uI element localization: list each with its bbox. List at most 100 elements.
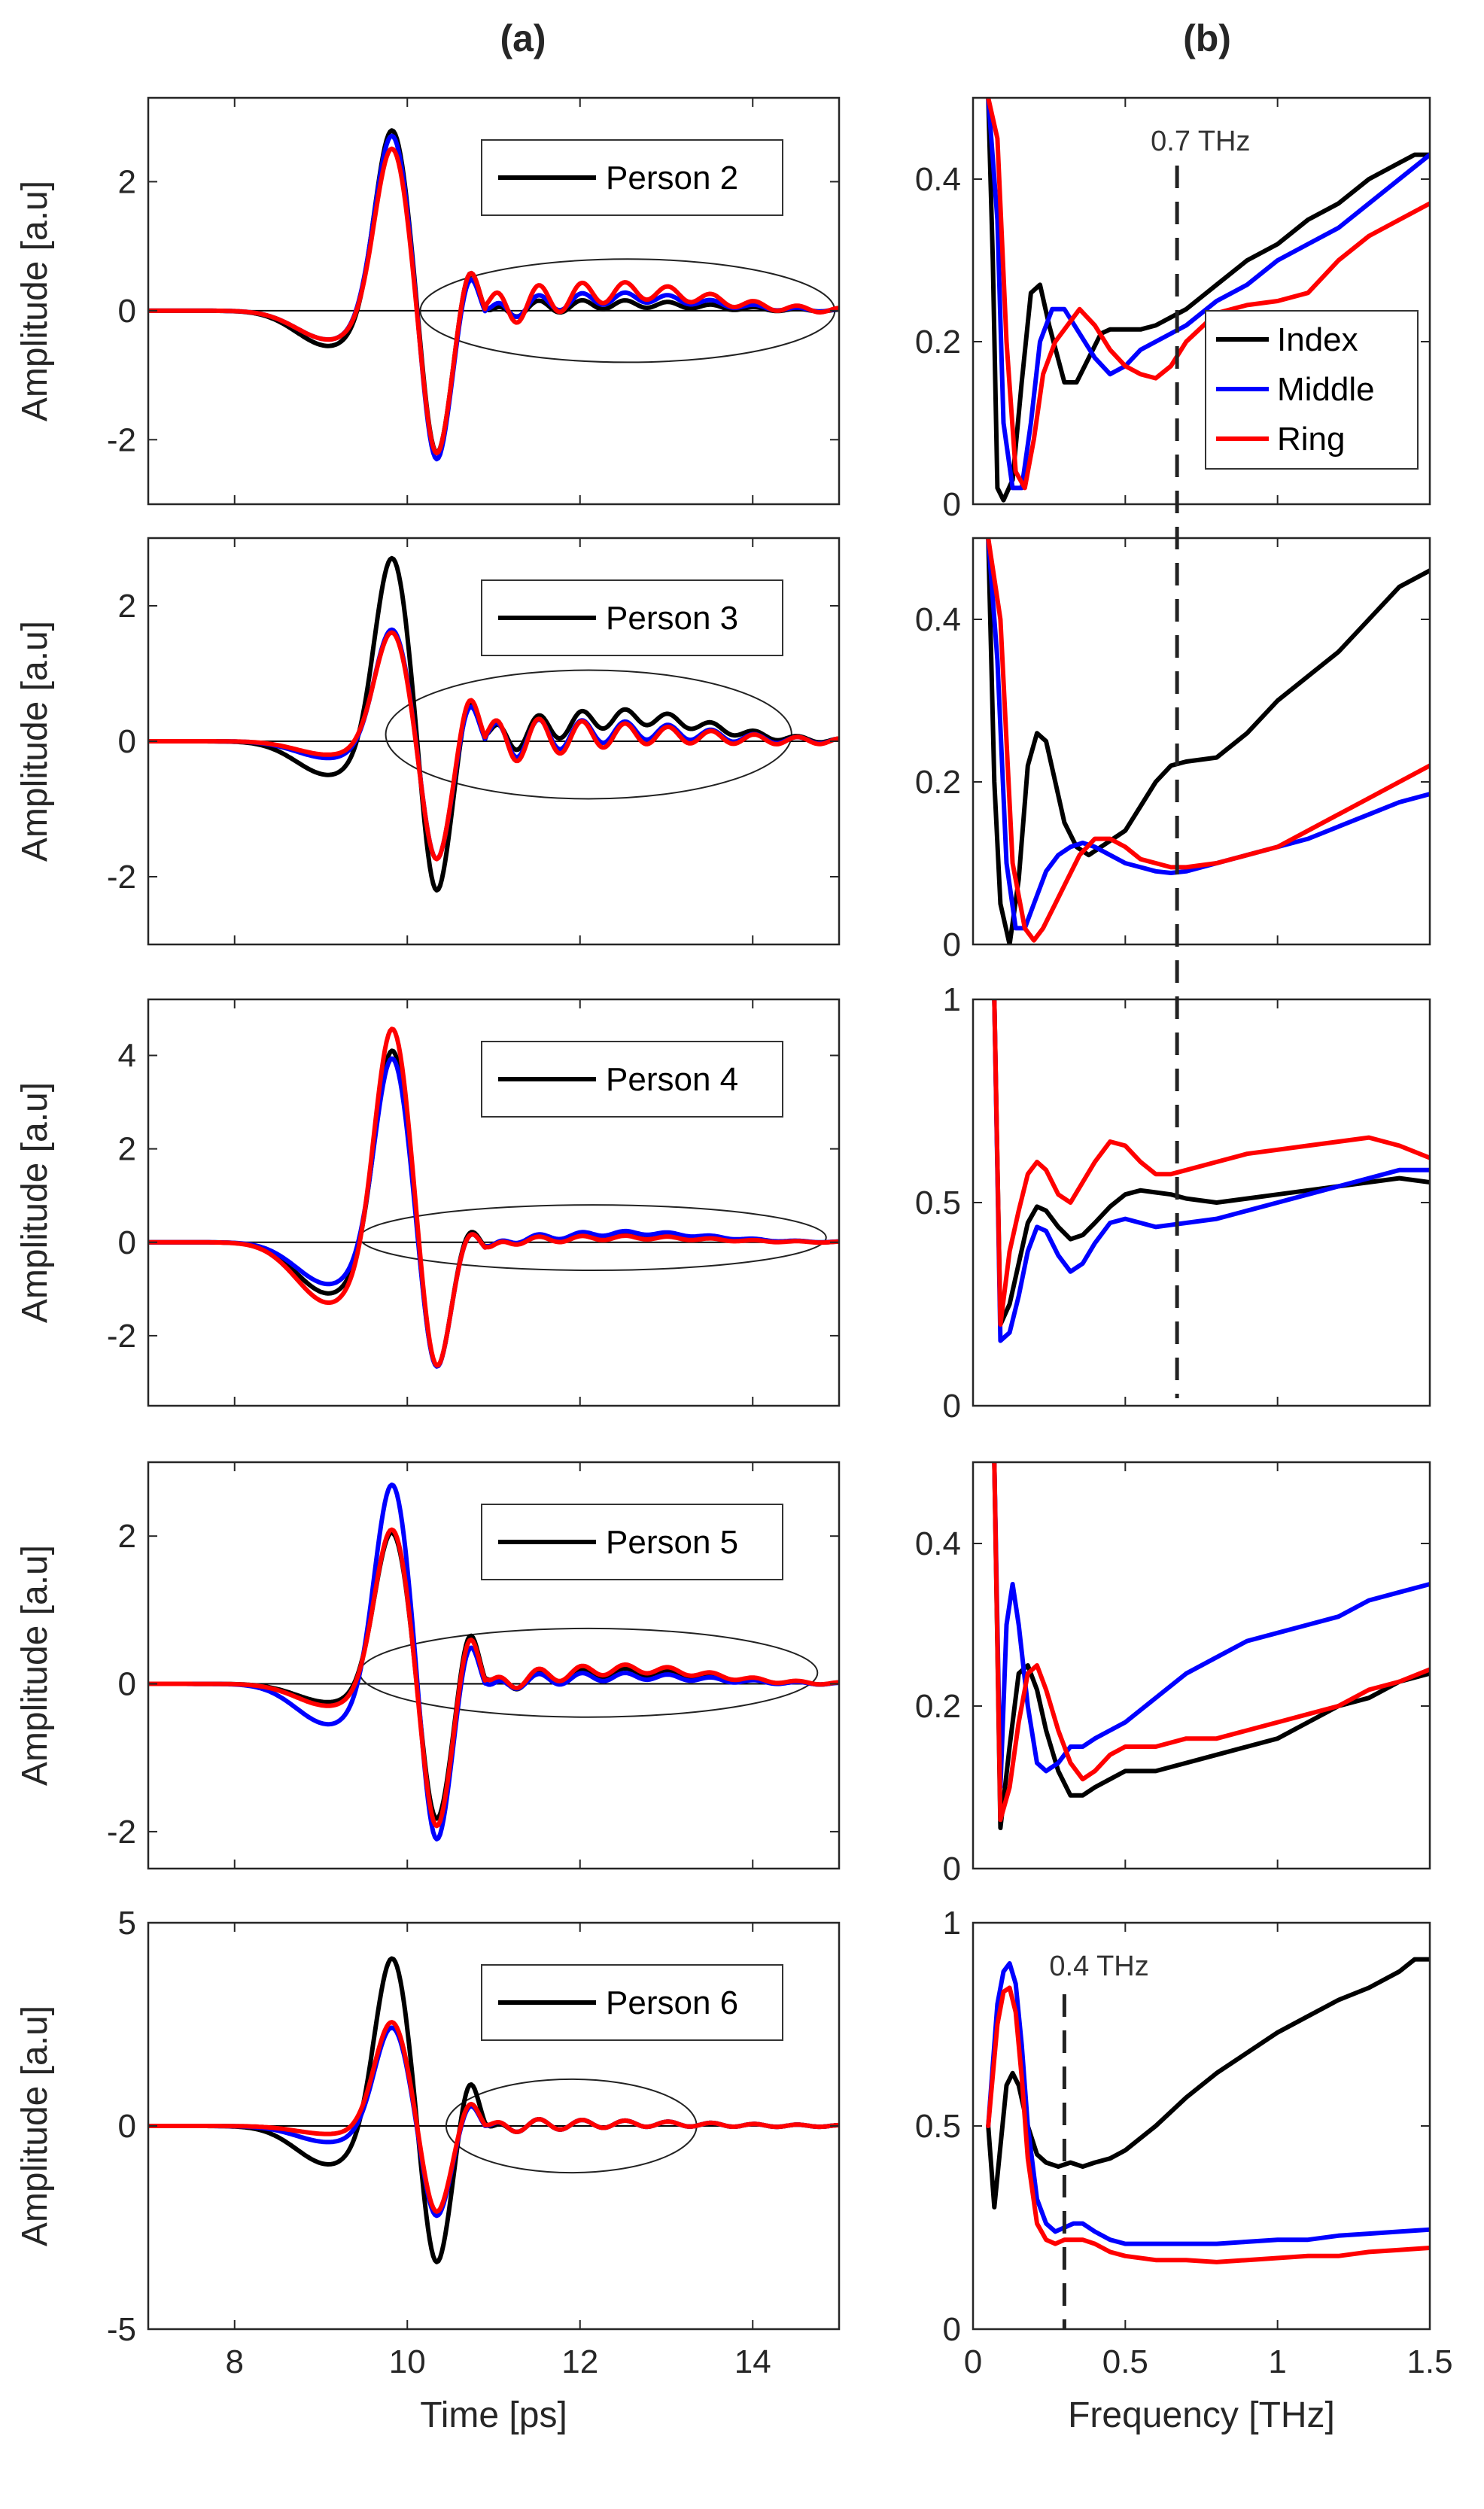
legend-label-index: Index: [1277, 321, 1358, 358]
axes-box: [972, 96, 1431, 506]
plot-content: [986, 538, 1430, 944]
y-tick-label: 2: [118, 1131, 136, 1168]
legend-label: Person 6: [606, 1984, 738, 2021]
freq-person-6: 0 0.5 1 1.5 0 0.5 1 0.4 THz Frequency [THz]: [915, 1905, 1453, 2435]
series-line-index: [992, 999, 1430, 1327]
axes-box: [147, 96, 841, 506]
y-tick-label: 0.2: [915, 324, 961, 360]
series-line-ring: [148, 1527, 839, 1829]
y-axis-label: Amplitude [a.u]: [15, 1545, 55, 1786]
y-tick-label: 0: [118, 2108, 136, 2145]
axes-box: [972, 1461, 1431, 1870]
y-tick-label: 2: [118, 163, 136, 200]
axes-box: [972, 537, 1431, 946]
panels: -2 0 2 Amplitude [a.u] Person 2 -2 0 2 Amplitude…: [15, 96, 1453, 2435]
y-tick-label: 0: [943, 486, 961, 523]
y-tick-label: -2: [107, 859, 136, 896]
freq-person-3: 0 0.2 0.4: [915, 537, 1431, 963]
plot-content: [986, 1957, 1430, 2264]
legend-label: Person 4: [606, 1061, 738, 1098]
y-tick-label: 0: [943, 926, 961, 963]
x-axis-label: Time [ps]: [420, 2395, 567, 2435]
plot-area: [973, 1923, 1430, 2329]
y-tick-label: -2: [107, 421, 136, 458]
plot-content: [992, 1462, 1430, 1830]
y-tick-label: 5: [118, 1905, 136, 1942]
column-title-b: (b): [1183, 17, 1231, 59]
y-axis-label: Amplitude [a.u]: [15, 1082, 55, 1323]
series-line-ring: [992, 999, 1430, 1327]
series-line-middle: [986, 98, 1430, 491]
x-tick-label: 12: [561, 2343, 598, 2380]
series-line-ring: [986, 538, 1430, 943]
plot-content: [148, 555, 839, 893]
y-axis-label: Amplitude [a.u]: [15, 2006, 55, 2246]
series-line-middle: [148, 1483, 839, 1841]
y-tick-label: 0.5: [915, 2108, 961, 2145]
plot-content: [986, 98, 1430, 503]
legend-label: Person 5: [606, 1524, 738, 1561]
time-person-6: 8 10 12 14 -5 0 5 Amplitude [a.u] Person 6 Time […: [15, 1905, 841, 2435]
annotation-label: 0.7 THz: [1151, 126, 1250, 157]
x-tick-label: 0: [964, 2343, 982, 2380]
series-line-ring: [986, 1985, 1430, 2264]
y-tick-label: 0: [118, 1666, 136, 1703]
legend-label: Person 3: [606, 600, 738, 637]
freq-person-5: 0 0.2 0.4: [915, 1461, 1431, 1887]
y-tick-label: 4: [118, 1037, 136, 1074]
y-tick-label: 0: [118, 293, 136, 330]
x-tick-label: 10: [389, 2343, 426, 2380]
plot-content: [148, 1956, 839, 2264]
y-tick-label: 0: [118, 723, 136, 760]
y-tick-label: 0.4: [915, 1525, 961, 1562]
annotation-label: 0.4 THz: [1049, 1951, 1148, 1982]
x-axis-label: Frequency [THz]: [1068, 2395, 1335, 2435]
series-line-middle: [992, 999, 1430, 1343]
x-tick-label: 1.5: [1406, 2343, 1452, 2380]
plot-content: [992, 999, 1430, 1343]
y-axis-label: Amplitude [a.u]: [15, 181, 55, 421]
series-line-ring: [992, 1462, 1430, 1823]
plot-area: [973, 538, 1430, 944]
column-title-a: (a): [500, 17, 546, 59]
time-person-4: -2 0 2 4 Amplitude [a.u] Person 4: [15, 998, 841, 1407]
x-tick-label: 1: [1268, 2343, 1286, 2380]
time-person-2: -2 0 2 Amplitude [a.u] Person 2: [15, 96, 841, 506]
legend-label: Person 2: [606, 160, 738, 196]
y-tick-label: 2: [118, 1518, 136, 1555]
legend-label-middle: Middle: [1277, 371, 1375, 408]
freq-person-4: 00.51: [915, 981, 1431, 1425]
x-tick-label: 8: [226, 2343, 244, 2380]
y-tick-label: 0.2: [915, 1688, 961, 1725]
series-line-index: [992, 1462, 1430, 1830]
y-tick-label: 0.4: [915, 601, 961, 638]
series-line-ring: [986, 98, 1430, 491]
y-tick-label: 0.2: [915, 764, 961, 801]
y-tick-label: -5: [107, 2311, 136, 2348]
y-tick-label: 0: [118, 1224, 136, 1261]
y-tick-label: -2: [107, 1814, 136, 1851]
freq-person-2: 0 0.2 0.4 Index Middle Ring 0.7 THz: [915, 96, 1431, 523]
y-tick-label: -2: [107, 1318, 136, 1355]
y-tick-label: 0: [943, 1851, 961, 1887]
series-line-ring: [148, 146, 839, 456]
x-tick-label: 0.5: [1102, 2343, 1148, 2380]
y-tick-label: 1: [943, 981, 961, 1018]
axes-box: [147, 1461, 841, 1870]
legend-label-ring: Ring: [1277, 421, 1346, 458]
y-tick-label: 1: [943, 1905, 961, 1942]
y-tick-label: 2: [118, 588, 136, 625]
y-tick-label: 0.5: [915, 1185, 961, 1221]
y-tick-label: 0.4: [915, 161, 961, 198]
y-tick-label: 0: [943, 1388, 961, 1425]
y-axis-label: Amplitude [a.u]: [15, 621, 55, 862]
series-line-middle: [986, 1961, 1430, 2246]
plot-content: [148, 1026, 839, 1369]
plot-content: [148, 1483, 839, 1841]
series-line-index: [986, 1957, 1430, 2209]
x-tick-label: 14: [734, 2343, 771, 2380]
series-line-ring: [148, 2020, 839, 2214]
axes-box: [147, 998, 841, 1407]
series-line-ring: [148, 1026, 839, 1368]
y-tick-label: 0: [943, 2311, 961, 2348]
